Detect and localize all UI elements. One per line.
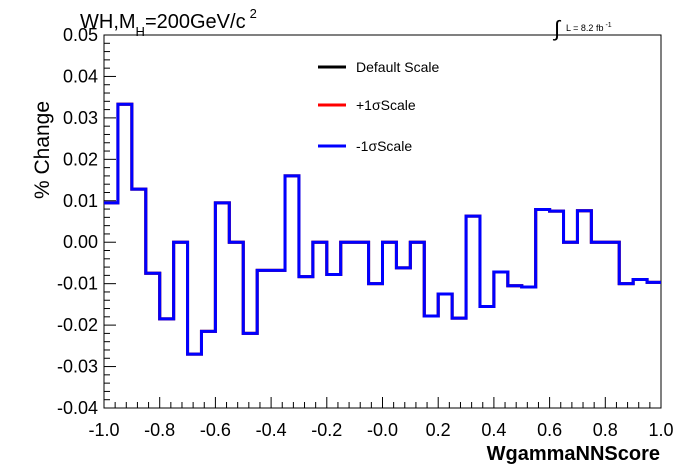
x-tick-label: -0.2: [311, 420, 342, 440]
x-tick-label: -0.0: [367, 420, 398, 440]
x-tick-label: 0.6: [537, 420, 562, 440]
y-tick-label: 0.04: [63, 66, 98, 86]
x-tick-label: -1.0: [88, 420, 119, 440]
y-tick-label: 0.03: [63, 108, 98, 128]
svg-text:L = 8.2 fb-1: L = 8.2 fb -1: [566, 22, 612, 33]
x-tick-label: -0.6: [200, 420, 231, 440]
title-subscript: H: [136, 24, 145, 39]
y-axis-title: % Change: [31, 101, 54, 199]
y-tick-label: -0.04: [57, 398, 98, 418]
x-tick-label: -0.8: [144, 420, 175, 440]
legend: Default Scale +1σScale -1σScale: [318, 59, 439, 154]
series-line-2: [104, 102, 661, 356]
title-superscript: 2: [250, 6, 257, 21]
legend-label-1: +1σScale: [356, 97, 416, 113]
legend-label-2: -1σScale: [356, 138, 412, 154]
x-tick-label: -0.4: [256, 420, 287, 440]
x-tick-label: 0.2: [426, 420, 451, 440]
title-rest: =200GeV/c: [145, 11, 246, 33]
series-layer: [104, 102, 661, 356]
luminosity-annotation: ∫ L = 8.2 fb -1: [552, 16, 612, 41]
lumi-superscript: -1: [605, 22, 611, 29]
title-main: WH,M: [80, 11, 136, 33]
x-tick-label: 0.4: [481, 420, 506, 440]
legend-label-0: Default Scale: [356, 59, 439, 75]
y-tick-label: -0.02: [57, 315, 98, 335]
y-tick-label: 0.02: [63, 149, 98, 169]
lumi-text: L = 8.2 fb: [566, 23, 603, 33]
y-tick-label: -0.03: [57, 357, 98, 377]
y-tick-label: 0.05: [63, 25, 98, 45]
y-axis: -0.04 -0.03 -0.02 -0.01 0.00 0.01 0.02 0.03 0.04…: [57, 25, 116, 418]
y-tick-label: -0.01: [57, 274, 98, 294]
x-tick-label: 0.8: [593, 420, 618, 440]
y-tick-label: 0.01: [63, 191, 98, 211]
x-axis: -1.0 -0.8 -0.6 -0.4 -0.2 -0.0 0.2 0.4 0.6 0.8 1.0: [88, 397, 674, 440]
integral-sign: ∫: [552, 16, 562, 41]
x-tick-label: 1.0: [648, 420, 673, 440]
y-tick-label: 0.00: [63, 232, 98, 252]
x-axis-title: WgammaNNScore: [487, 443, 660, 465]
chart-title: WH,MH=200GeV/c 2: [80, 6, 257, 39]
